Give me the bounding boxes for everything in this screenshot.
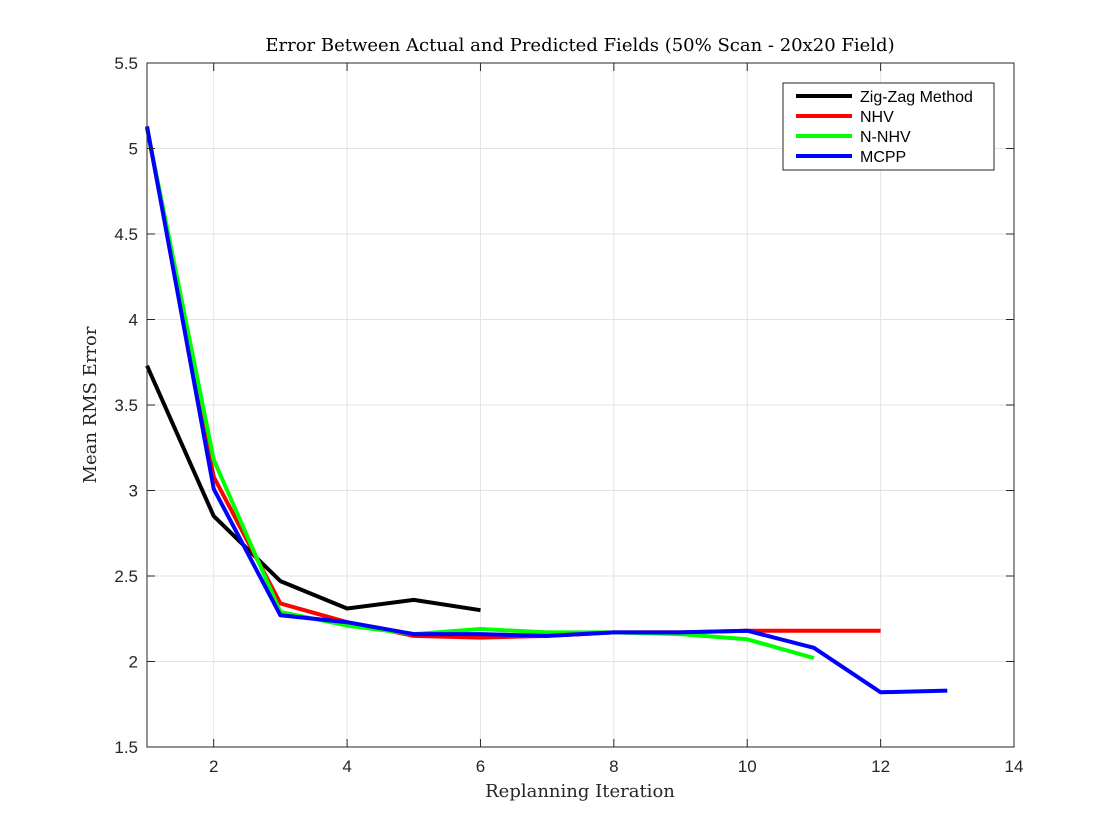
legend-label-n-nhv: N-NHV xyxy=(860,129,911,146)
series-line-mcpp xyxy=(145,125,948,695)
x-tick-label: 12 xyxy=(871,757,890,776)
legend: Zig-Zag Method NHV N-NHV MCPP xyxy=(782,82,995,171)
y-tick-label: 4 xyxy=(129,311,138,330)
legend-label-nhv: NHV xyxy=(860,109,894,126)
chart-title: Error Between Actual and Predicted Field… xyxy=(265,35,894,56)
x-tick-label: 10 xyxy=(738,757,757,776)
x-axis-label: Replanning Iteration xyxy=(485,781,675,802)
series-line-zig-zag-method xyxy=(145,364,481,613)
y-tick-label: 3.5 xyxy=(114,396,138,415)
y-tick-label: 5.5 xyxy=(114,54,138,73)
series-lines xyxy=(145,125,948,695)
y-tick-label: 2 xyxy=(129,653,138,672)
x-tick-label: 8 xyxy=(609,757,618,776)
y-axis-label: Mean RMS Error xyxy=(80,326,101,483)
axis-ticks xyxy=(147,62,1015,748)
y-tick-label: 1.5 xyxy=(114,738,138,757)
y-tick-label: 3 xyxy=(129,482,138,501)
tick-labels: 2 4 6 8 10 12 14 1.5 2 2.5 3 3.5 4 4.5 5 5.5 xyxy=(114,54,1023,776)
legend-items: Zig-Zag Method NHV N-NHV MCPP xyxy=(796,89,973,166)
y-tick-label: 2.5 xyxy=(114,567,138,586)
y-tick-label: 5 xyxy=(129,140,138,159)
y-tick-label: 4.5 xyxy=(114,225,138,244)
x-tick-label: 14 xyxy=(1005,757,1024,776)
legend-label-mcpp: MCPP xyxy=(860,149,906,166)
x-tick-label: 2 xyxy=(209,757,218,776)
series-line-n-nhv xyxy=(145,127,815,661)
x-tick-label: 6 xyxy=(476,757,485,776)
legend-label-zig-zag-method: Zig-Zag Method xyxy=(860,89,973,106)
x-tick-label: 4 xyxy=(342,757,351,776)
